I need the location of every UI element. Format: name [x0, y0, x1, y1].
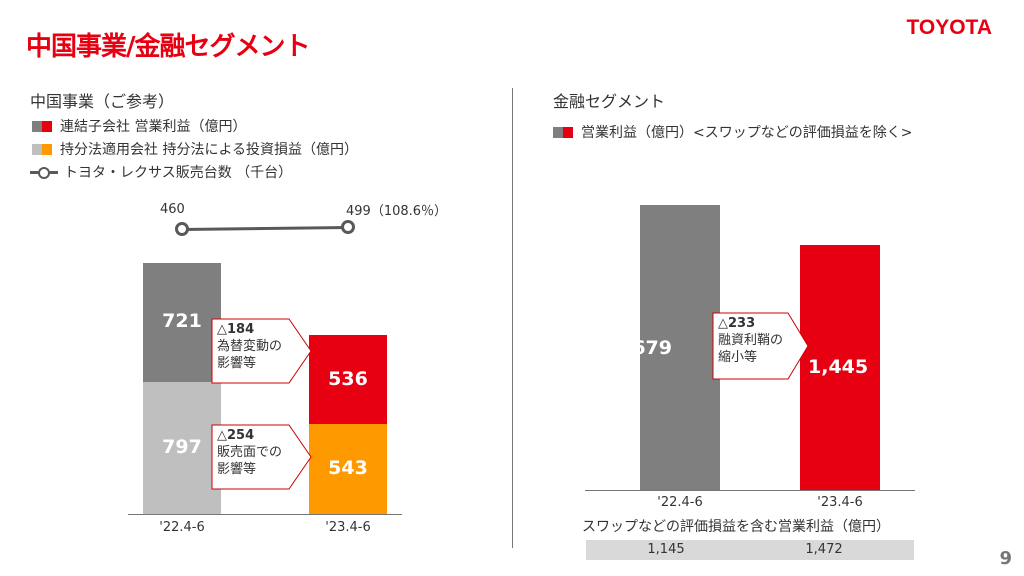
legend-label: 持分法適用会社 持分法による投資損益（億円） — [60, 142, 359, 158]
callout: △184 為替変動の影響等 — [211, 318, 313, 384]
legend-equity: 持分法適用会社 持分法による投資損益（億円） — [32, 139, 358, 159]
finance-section-title: 金融セグメント — [553, 92, 666, 111]
page-title: 中国事業/金融セグメント — [26, 32, 310, 62]
table-value: 1,145 — [647, 542, 685, 557]
bar-label: 1,445 — [808, 356, 869, 378]
bar-label: 721 — [162, 310, 202, 333]
bar-segment: 797 — [143, 382, 221, 514]
legend-label: 連結子会社 営業利益（億円） — [60, 119, 247, 135]
x-tick-label: '23.4-6 — [325, 520, 371, 535]
x-tick-label: '22.4-6 — [159, 520, 205, 535]
line-marker — [175, 222, 189, 236]
callout-text: 影響等 — [217, 462, 257, 477]
bar — [800, 244, 880, 490]
x-axis — [585, 490, 915, 491]
callout-value: △254 — [217, 428, 255, 443]
x-tick-label: '23.4-6 — [817, 495, 863, 510]
page-number: 9 — [999, 548, 1012, 569]
x-tick-label: '22.4-6 — [657, 495, 703, 510]
callout-value: △233 — [718, 316, 756, 331]
divider — [512, 88, 513, 548]
bar-label: 1,679 — [611, 337, 672, 359]
table-title: スワップなどの評価損益を含む営業利益（億円） — [582, 519, 890, 535]
legend-sales: トヨタ・レクサス販売台数 （千台） — [30, 162, 292, 182]
bar — [640, 205, 720, 490]
legend-swatch — [553, 126, 573, 138]
toyota-logo: TOYOTA — [906, 16, 992, 39]
x-axis — [128, 514, 402, 515]
bar-label: 797 — [162, 436, 202, 458]
legend-swatch — [32, 143, 52, 155]
line-value-label: 499（108.6％） — [346, 204, 448, 220]
line-value-label: 460 — [160, 202, 185, 217]
legend-finance: 営業利益（億円）<スワップなどの評価損益を除く> — [553, 122, 912, 142]
china-section-title: 中国事業（ご参考） — [30, 92, 175, 111]
callout: △233 融資利鞘の縮小等 — [712, 312, 810, 380]
callout-value: △184 — [217, 322, 255, 337]
bar-segment: 543 — [309, 424, 387, 514]
legend-label: 営業利益（億円）<スワップなどの評価損益を除く> — [581, 125, 913, 141]
bar-label: 536 — [328, 367, 368, 390]
legend-swatch — [32, 120, 52, 132]
table-value: 1,472 — [805, 542, 843, 557]
china-chart: 797 721 '22.4-6 543 536 '23.4-6 460 499（108.6％）… — [128, 202, 448, 535]
line-marker-icon — [30, 166, 58, 179]
bar-label: 543 — [328, 457, 368, 480]
callout-text: 為替変動の — [217, 339, 283, 354]
swap-table: 1,145 1,472 — [586, 540, 914, 560]
callout-text: 融資利鞘の — [718, 333, 784, 348]
line-marker — [341, 220, 355, 235]
bar-segment: 536 — [309, 335, 387, 425]
callout-text: 影響等 — [217, 356, 257, 371]
legend-consolidated: 連結子会社 営業利益（億円） — [32, 116, 246, 136]
bar-segment: 721 — [143, 262, 221, 382]
callout-text: 販売面での — [217, 445, 283, 460]
callout-text: 縮小等 — [718, 350, 758, 365]
callout: △254 販売面での影響等 — [211, 424, 313, 490]
legend-label: トヨタ・レクサス販売台数 （千台） — [64, 165, 293, 181]
